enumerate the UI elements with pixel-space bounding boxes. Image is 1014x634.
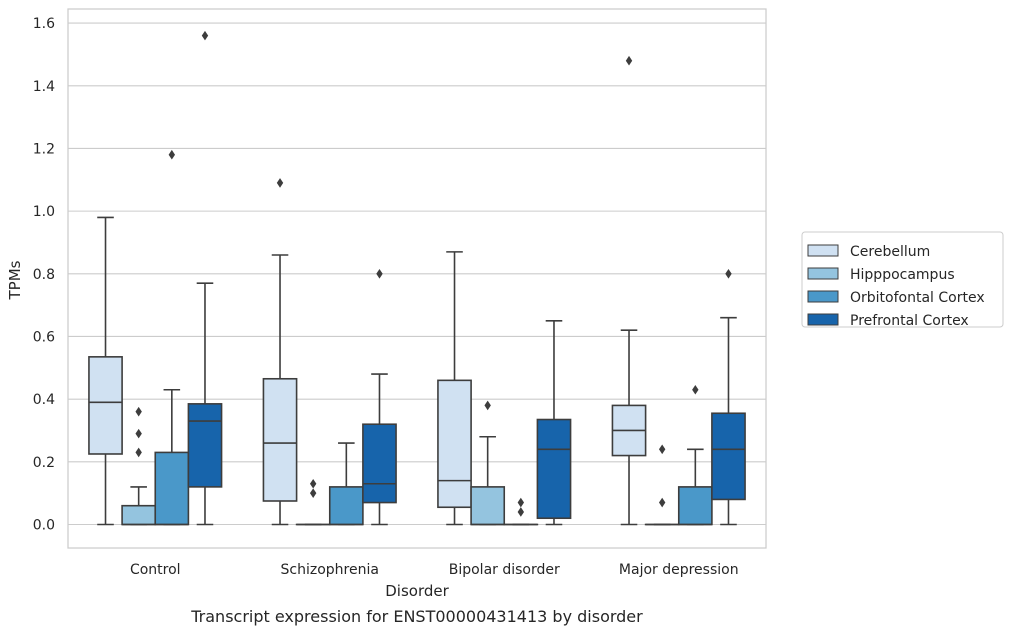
legend-frame — [801, 231, 1004, 328]
outlier-point — [201, 30, 209, 41]
legend: Cerebellum Hipppocampus Orbitofontal Corte… — [801, 231, 1004, 329]
box-body — [437, 379, 472, 509]
x-tick-label: Control — [130, 562, 181, 578]
y-tick-label: 1.0 — [33, 204, 55, 220]
box-1-0 — [262, 178, 298, 526]
legend-swatch — [807, 290, 839, 303]
outlier-point — [376, 268, 383, 279]
box-body — [88, 356, 123, 455]
box-0-3 — [187, 30, 223, 526]
legend-label: Orbitofontal Cortex — [850, 290, 985, 306]
outlier-point — [625, 55, 633, 66]
box-body — [121, 504, 157, 526]
outlier-point — [658, 444, 666, 455]
x-tick-label: Major depression — [619, 562, 739, 578]
y-tick-label: 0.2 — [33, 455, 55, 471]
y-tick-label: 0.6 — [33, 329, 55, 345]
legend-swatch — [807, 244, 839, 257]
chart-caption: Transcript expression for ENST0000043141… — [190, 607, 643, 626]
box-3-0 — [611, 55, 647, 526]
box-2-0 — [437, 251, 472, 526]
box-body — [536, 418, 572, 520]
box-body — [470, 486, 506, 526]
outlier-point — [135, 447, 142, 458]
outlier-point — [135, 428, 142, 439]
x-tick-label: Schizophrenia — [281, 562, 379, 578]
y-axis-label: TPMs — [6, 260, 24, 300]
box-2-3 — [536, 320, 572, 526]
y-tick-label: 1.6 — [33, 16, 55, 32]
legend-label: Prefrontal Cortex — [850, 313, 969, 329]
outlier-point — [276, 178, 284, 188]
box-2-1 — [470, 400, 506, 526]
box-body — [677, 486, 713, 526]
box-body — [262, 377, 298, 502]
box-1-1 — [295, 478, 331, 526]
outlier-point — [692, 384, 699, 395]
y-tick-label: 0.4 — [33, 392, 55, 408]
box-body — [187, 403, 223, 488]
x-axis-label: Disorder — [385, 582, 449, 600]
boxes — [88, 30, 746, 526]
box-1-2 — [328, 442, 364, 526]
legend-swatch — [807, 313, 839, 326]
legend-label: Hipppocampus — [850, 267, 955, 283]
box-0-0 — [88, 216, 123, 526]
outlier-point — [484, 400, 491, 411]
plot-area-frame — [67, 8, 767, 549]
outlier-point — [135, 406, 142, 417]
box-body — [362, 423, 397, 504]
outlier-point — [309, 478, 317, 489]
legend-label: Cerebellum — [850, 244, 930, 260]
outlier-point — [309, 488, 317, 498]
box-1-3 — [362, 268, 397, 526]
x-tick-label: Bipolar disorder — [449, 562, 560, 578]
box-2-2 — [503, 497, 539, 526]
outlier-point — [725, 268, 732, 279]
y-axis-ticks: 0.0 0.2 0.4 0.6 0.8 1.0 1.2 1.4 1.6 — [33, 16, 55, 533]
y-tick-label: 1.4 — [33, 79, 55, 95]
box-body — [328, 486, 364, 526]
outlier-point — [658, 497, 666, 508]
outlier-point — [168, 149, 176, 160]
box-3-3 — [711, 268, 746, 526]
outlier-point — [517, 497, 525, 508]
x-axis-ticks: Control Schizophrenia Bipolar disorder Majo… — [130, 562, 739, 578]
y-tick-label: 0.0 — [33, 517, 55, 533]
box-body — [711, 412, 746, 501]
y-tick-label: 0.8 — [33, 267, 55, 283]
box-0-1 — [121, 406, 157, 526]
box-body — [154, 451, 190, 526]
outlier-point — [517, 507, 525, 517]
box-3-1 — [644, 444, 680, 526]
box-0-2 — [154, 149, 190, 526]
legend-swatch — [807, 267, 839, 280]
box-3-2 — [677, 384, 713, 526]
y-tick-label: 1.2 — [33, 141, 55, 157]
